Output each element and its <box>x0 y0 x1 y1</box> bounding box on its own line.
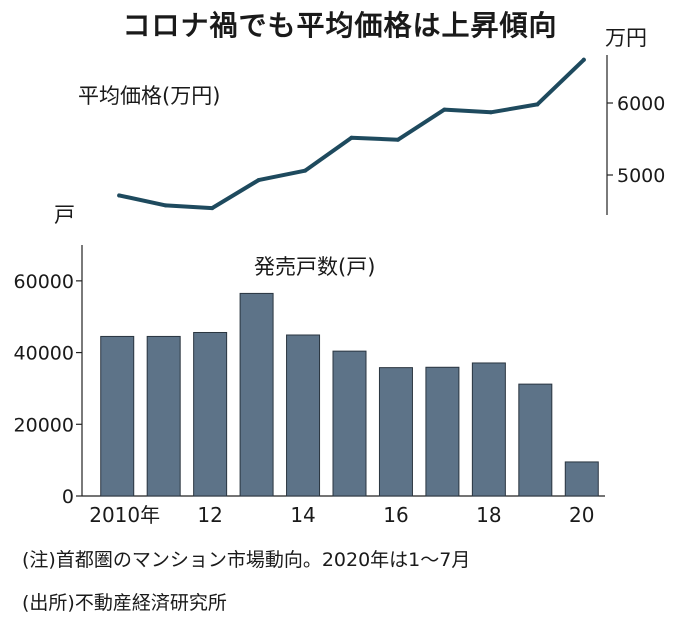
price-point <box>488 110 493 115</box>
bar-y-tick-label: 40000 <box>14 343 74 365</box>
price-point <box>163 203 168 208</box>
bar <box>193 331 228 497</box>
price-chart-label: 平均価格(万円) <box>78 84 221 108</box>
price-point <box>256 178 261 183</box>
price-y-tick-label: 6000 <box>617 93 665 115</box>
price-unit-label: 万円 <box>605 26 647 50</box>
bar <box>471 362 506 497</box>
bar-x-tick-label: 2010年 <box>89 503 160 527</box>
price-point <box>349 135 354 140</box>
bar-y-tick-label: 0 <box>62 486 74 508</box>
price-line <box>117 57 586 211</box>
price-y-tick-label: 5000 <box>617 165 665 187</box>
bar-x-tick-label: 18 <box>476 503 501 527</box>
bar-x-tick-label: 16 <box>383 503 408 527</box>
bar-y-tick-label: 20000 <box>14 414 74 436</box>
bar-x-tick-label: 20 <box>569 503 594 527</box>
bar <box>286 334 321 497</box>
bar-y-tick-label: 60000 <box>14 271 74 293</box>
bar <box>332 350 367 497</box>
price-point <box>395 137 400 142</box>
bar <box>239 292 274 497</box>
price-point <box>210 206 215 211</box>
price-point <box>442 107 447 112</box>
bar-x-tick-label: 12 <box>197 503 222 527</box>
price-point <box>581 57 586 62</box>
chart-title: コロナ禍でも平均価格は上昇傾向 <box>122 9 558 42</box>
bar <box>518 383 553 497</box>
bar <box>146 335 181 497</box>
count-chart-label: 発売戸数(戸) <box>254 255 376 279</box>
bar <box>564 461 599 497</box>
count-unit-label: 戸 <box>54 203 75 227</box>
price-point <box>303 168 308 173</box>
bar <box>378 367 413 497</box>
price-point <box>535 102 540 107</box>
bar <box>100 335 135 497</box>
bar-x-tick-label: 14 <box>290 503 315 527</box>
price-point <box>117 193 122 198</box>
chart-source: (出所)不動産経済研究所 <box>22 592 227 614</box>
chart-note: (注)首都圏のマンション市場動向。2020年は1～7月 <box>22 549 471 571</box>
bar <box>425 366 460 497</box>
